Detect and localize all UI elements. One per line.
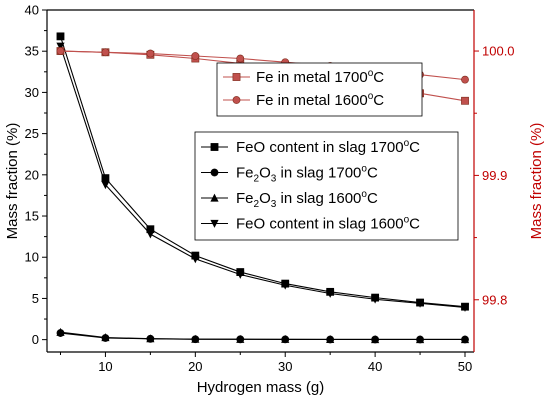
y-right-tick-label: 99.9 [482,168,507,183]
legend-text-part: C [373,92,384,109]
axes: 10 20 30 40 50 0 5 10 15 20 25 30 35 40 99.8 99.9 100.0 [25,3,515,375]
x-tick-label: 30 [278,359,292,374]
x-axis-title: Hydrogen mass (g) [197,379,325,396]
data-point [371,295,380,304]
legend-superscript: o [368,68,374,79]
legend-label: FeO content in slag 1700oC [236,138,420,156]
data-point [191,52,200,60]
x-tick-label: 20 [188,359,202,374]
series-line [60,331,466,341]
legend-subscript: 3 [271,174,277,185]
x-tick-label: 50 [458,359,472,374]
legend-marker [210,193,219,202]
legend-text-part: Fe in metal 1600 [256,92,368,109]
series-line [59,36,466,308]
data-point [56,327,65,336]
data-point [326,334,335,343]
legend-text-part: Fe [236,190,254,207]
legend-superscript: o [368,91,374,102]
legend-marker [232,96,241,104]
legend-marker [210,219,219,228]
series-2 [56,329,469,344]
y-axis-left-title: Mass fraction (%) [4,123,21,240]
data-point [415,299,425,308]
legend-superscript: o [361,164,367,175]
series-4 [56,42,470,312]
y-left-tick-label: 30 [25,85,39,100]
legend-slag-box [194,131,459,241]
x-tick-label: 10 [98,359,112,374]
series-line [60,332,466,341]
y-left-tick-label: 40 [25,3,39,18]
legend-text-part: C [373,69,384,86]
legend-superscript: o [404,138,410,149]
data-point [146,230,155,239]
data-point [191,334,200,343]
data-point [461,96,469,105]
legend-label: Fe2O3 in slag 1700oC [236,164,378,185]
legend-label: Fe in metal 1700oC [256,68,384,86]
legend-marker [210,143,219,151]
y-left-tick-label: 25 [25,126,39,141]
legend-marker [210,168,219,177]
data-point [460,303,470,312]
series-line [59,46,466,309]
data-point [460,335,470,344]
y-left-tick-label: 10 [25,250,39,265]
data-point [56,32,65,41]
data-point [461,75,469,84]
legend-text-part: FeO content in slag 1700 [236,139,404,156]
legend-subscript: 2 [254,199,260,210]
y-left-tick-label: 15 [25,209,39,224]
y-right-tick-label: 99.8 [482,292,507,307]
legend-marker [232,73,241,81]
legend-text-part: C [409,216,420,233]
legend-text-part: Fe in metal 1700 [256,69,368,86]
data-point [56,47,65,55]
legend-label: Fe2O3 in slag 1600oC [236,189,378,210]
data-point [56,42,65,51]
y-right-tick-label: 100.0 [482,44,515,59]
legend-metal-box [216,62,423,117]
y-left-tick-label: 5 [32,291,39,306]
data-point [191,255,200,264]
legend-text-part: O [259,190,271,207]
y-left-tick-label: 20 [25,167,39,182]
data-point [371,335,380,344]
y-left-tick-label: 0 [32,332,39,347]
legend-text-part: C [409,139,420,156]
legend-label: FeO content in slag 1600oC [236,215,420,233]
data-point [326,289,335,298]
legend-text-part: in slag 1700 [276,165,361,182]
y-left-tick-label: 35 [25,44,39,59]
legend-text-part: O [259,165,271,182]
data-point [101,48,110,57]
legend-text-part: FeO content in slag 1600 [236,216,404,233]
legend-superscript: o [404,215,410,226]
x-tick-label: 40 [368,359,382,374]
y-axis-right-title: Mass fraction (%) [528,123,545,240]
legend-text-part: in slag 1600 [276,190,361,207]
series-3 [56,327,470,344]
data-point [281,281,290,290]
legend-subscript: 2 [254,174,260,185]
data-point [146,334,155,343]
data-point [236,270,245,279]
data-point [101,181,110,190]
data-point [146,49,155,58]
legend-subscript: 3 [271,199,277,210]
data-point [415,335,425,344]
data-point [236,334,245,343]
legend-text-part: Fe [236,165,254,182]
data-point [281,334,290,343]
legend-text-part: C [367,165,378,182]
data-point [236,54,245,63]
legend-label: Fe in metal 1600oC [256,91,384,109]
legend-superscript: o [361,189,367,200]
data-point [101,333,110,342]
legend-text-part: C [367,190,378,207]
